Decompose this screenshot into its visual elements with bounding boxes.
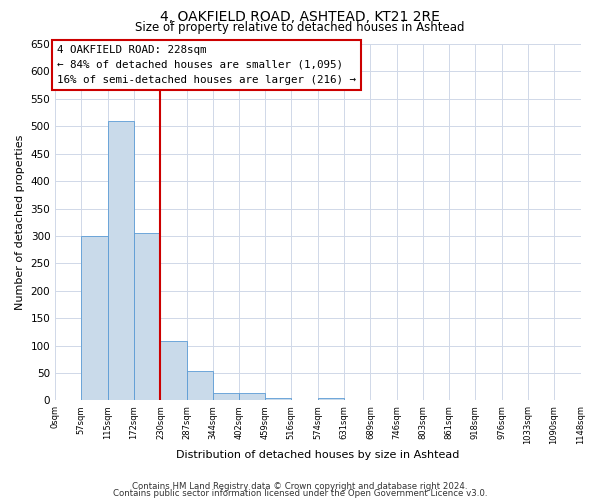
- Bar: [81, 236, 108, 400]
- Bar: [212, 393, 239, 400]
- Bar: [265, 398, 291, 400]
- Text: 4 OAKFIELD ROAD: 228sqm
← 84% of detached houses are smaller (1,095)
16% of semi: 4 OAKFIELD ROAD: 228sqm ← 84% of detache…: [57, 45, 356, 84]
- Text: Size of property relative to detached houses in Ashtead: Size of property relative to detached ho…: [135, 21, 465, 34]
- Bar: [108, 121, 134, 400]
- Text: 4, OAKFIELD ROAD, ASHTEAD, KT21 2RE: 4, OAKFIELD ROAD, ASHTEAD, KT21 2RE: [160, 10, 440, 24]
- Bar: [318, 398, 344, 400]
- X-axis label: Distribution of detached houses by size in Ashtead: Distribution of detached houses by size …: [176, 450, 460, 460]
- Bar: [134, 233, 160, 400]
- Bar: [187, 372, 212, 400]
- Bar: [160, 341, 187, 400]
- Y-axis label: Number of detached properties: Number of detached properties: [15, 134, 25, 310]
- Bar: [239, 393, 265, 400]
- Text: Contains public sector information licensed under the Open Government Licence v3: Contains public sector information licen…: [113, 489, 487, 498]
- Text: Contains HM Land Registry data © Crown copyright and database right 2024.: Contains HM Land Registry data © Crown c…: [132, 482, 468, 491]
